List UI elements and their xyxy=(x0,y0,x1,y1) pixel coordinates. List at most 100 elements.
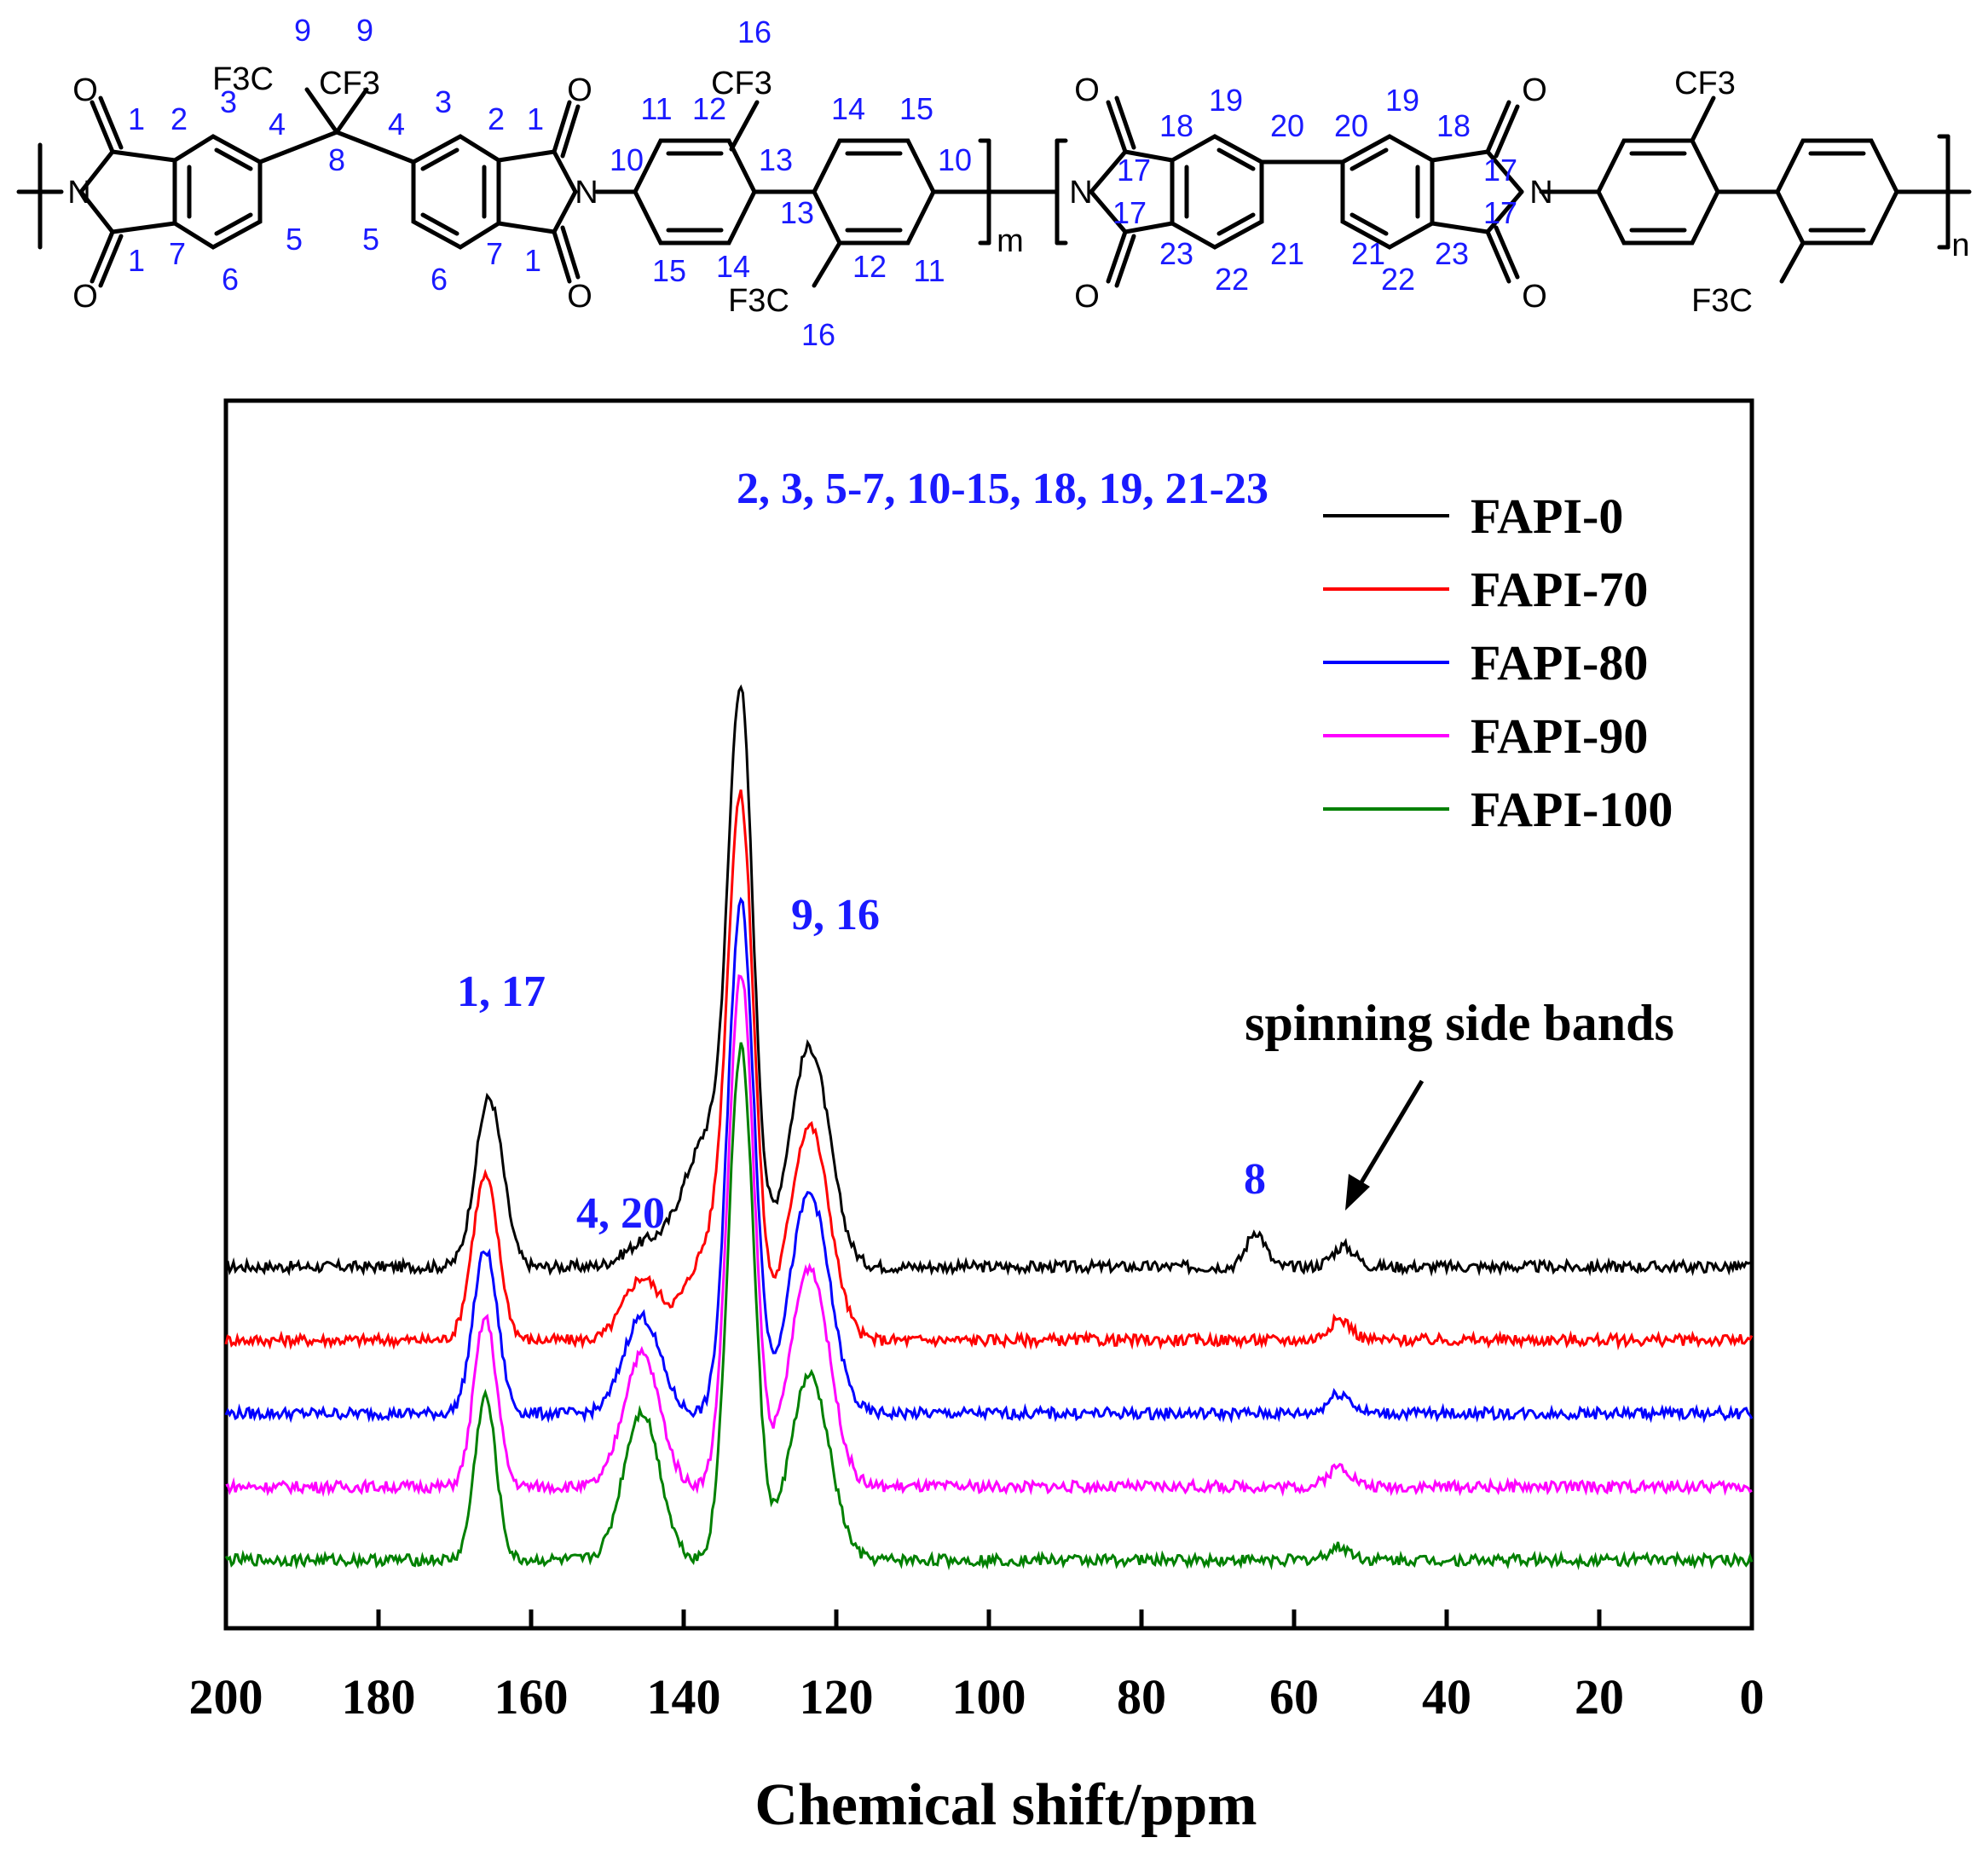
legend: FAPI-0 FAPI-70 FAPI-80 FAPI-90 FAPI-100 xyxy=(1323,488,1673,837)
carbon-number-label: 19 xyxy=(1385,83,1419,118)
carbon-number-label: 10 xyxy=(610,142,644,177)
x-tick-label: 20 xyxy=(1575,1669,1624,1725)
spectra xyxy=(224,684,1754,1571)
carbon-number-label: 18 xyxy=(1436,108,1471,143)
series-fapi-80 xyxy=(224,896,1754,1424)
x-tick-label: 200 xyxy=(189,1669,263,1725)
series-fapi-70 xyxy=(224,789,1754,1351)
x-tick-label: 160 xyxy=(494,1669,569,1725)
atom-sub_n: n xyxy=(1951,228,1969,263)
carbon-number-label: 3 xyxy=(435,84,452,119)
carbon-number-label: 23 xyxy=(1435,236,1469,271)
atom-cf3_r: CF3 xyxy=(319,66,380,101)
carbon-number-label: 17 xyxy=(1483,153,1517,188)
carbon-number-label: 21 xyxy=(1270,236,1304,271)
carbon-number-label: 18 xyxy=(1159,108,1193,143)
atom-cf3_top1: CF3 xyxy=(711,66,772,101)
carbon-number-label: 10 xyxy=(938,142,972,177)
x-tick-label: 80 xyxy=(1117,1669,1166,1725)
carbon-number-label: 1 xyxy=(524,243,541,278)
x-axis-ticks: 200 180 160 140 120 100 80 60 40 20 0 xyxy=(189,1609,1765,1725)
carbon-number-label: 15 xyxy=(652,253,686,288)
carbon-number-label: 4 xyxy=(269,107,286,142)
carbon-number-label: 17 xyxy=(1112,195,1147,230)
carbon-number-label: 1 xyxy=(527,101,544,136)
carbon-number-label: 1 xyxy=(128,101,145,136)
carbon-number-label: 20 xyxy=(1270,108,1304,143)
nmr-chart: 200 180 160 140 120 100 80 60 40 20 0 FAPI-0FAPI-7… xyxy=(189,398,1765,1838)
atom-o4b: O xyxy=(1522,279,1547,315)
atom-cf3_top2: CF3 xyxy=(1674,66,1736,101)
carbon-number-label: 7 xyxy=(486,236,503,271)
series-fapi-100 xyxy=(224,1042,1754,1571)
atom-o2b: O xyxy=(567,279,592,315)
legend-entry: FAPI-0 xyxy=(1471,488,1623,544)
atom-f3c_bot2: F3C xyxy=(1691,283,1753,319)
series-fapi-90 xyxy=(225,974,1753,1498)
carbon-number-label: 9 xyxy=(294,13,311,48)
carbon-number-label: 17 xyxy=(1483,195,1517,230)
carbon-number-label: 13 xyxy=(780,195,814,230)
carbon-number-label: 23 xyxy=(1159,236,1193,271)
carbon-number-label: 11 xyxy=(640,91,672,126)
carbon-number-label: 13 xyxy=(759,142,793,177)
carbon-number-label: 14 xyxy=(716,249,750,284)
x-tick-label: 120 xyxy=(800,1669,874,1725)
atom-n2: N xyxy=(575,175,598,211)
side-band-arrowhead xyxy=(1345,1174,1370,1211)
carbon-number-label: 11 xyxy=(913,253,945,288)
x-tick-label: 60 xyxy=(1269,1669,1319,1725)
annotation-label: 8 xyxy=(1244,1155,1266,1204)
x-tick-label: 180 xyxy=(342,1669,416,1725)
carbon-number-label: 6 xyxy=(431,262,448,297)
atom-o1a: O xyxy=(72,72,98,108)
carbon-number-label: 21 xyxy=(1351,236,1385,271)
series-fapi-0 xyxy=(225,684,1753,1277)
carbon-number-label: 1 xyxy=(128,243,145,278)
atom-f3c_bot1: F3C xyxy=(728,283,789,319)
carbon-number-label: 12 xyxy=(692,91,726,126)
carbon-number-label: 7 xyxy=(169,236,186,271)
carbon-number-label: 19 xyxy=(1209,83,1243,118)
atom-o3b: O xyxy=(1074,279,1100,315)
carbon-number-label: 15 xyxy=(899,91,933,126)
x-axis-label: Chemical shift/ppm xyxy=(754,1772,1257,1838)
annotation-label: 9, 16 xyxy=(791,891,880,939)
annotation-label: 2, 3, 5-7, 10-15, 18, 19, 21-23 xyxy=(737,465,1269,513)
side-band-arrow xyxy=(1356,1079,1425,1188)
annotation-label: 4, 20 xyxy=(576,1189,665,1238)
carbon-number-label: 2 xyxy=(170,101,188,136)
carbon-number-label: 9 xyxy=(356,13,373,48)
carbon-number-label: 2 xyxy=(488,101,505,136)
atom-n3: N xyxy=(1069,175,1092,211)
carbon-number-label: 5 xyxy=(286,222,303,257)
atom-o2a: O xyxy=(567,72,592,108)
polyimide-structure xyxy=(16,87,1972,288)
carbon-number-label: 20 xyxy=(1334,108,1368,143)
carbon-number-label: 16 xyxy=(801,317,835,352)
x-tick-label: 0 xyxy=(1740,1669,1765,1725)
carbon-number-label: 4 xyxy=(388,107,405,142)
carbon-number-label: 12 xyxy=(852,249,887,284)
annotations: 2, 3, 5-7, 10-15, 18, 19, 21-23 9, 16 1, 1… xyxy=(457,465,1674,1238)
carbon-number-label: 3 xyxy=(220,84,237,119)
carbon-number-label: 8 xyxy=(328,142,345,177)
legend-entry: FAPI-80 xyxy=(1471,635,1648,691)
legend-entry: FAPI-70 xyxy=(1471,562,1648,617)
carbon-number-label: 22 xyxy=(1215,262,1249,297)
atom-f3c_l: F3C xyxy=(212,61,274,97)
atom-o1b: O xyxy=(72,279,98,315)
legend-entry: FAPI-90 xyxy=(1471,708,1648,764)
atom-n4: N xyxy=(1529,175,1552,211)
x-tick-label: 140 xyxy=(647,1669,721,1725)
atom-n1: N xyxy=(67,175,90,211)
x-tick-label: 40 xyxy=(1422,1669,1471,1725)
carbon-number-label: 14 xyxy=(831,91,865,126)
atom-o3a: O xyxy=(1074,72,1100,108)
x-tick-label: 100 xyxy=(952,1669,1026,1725)
carbon-number-label: 5 xyxy=(362,222,379,257)
atom-sub_m: m xyxy=(997,223,1024,259)
carbon-number-label: 17 xyxy=(1117,153,1151,188)
annotation-label: 1, 17 xyxy=(457,968,546,1016)
